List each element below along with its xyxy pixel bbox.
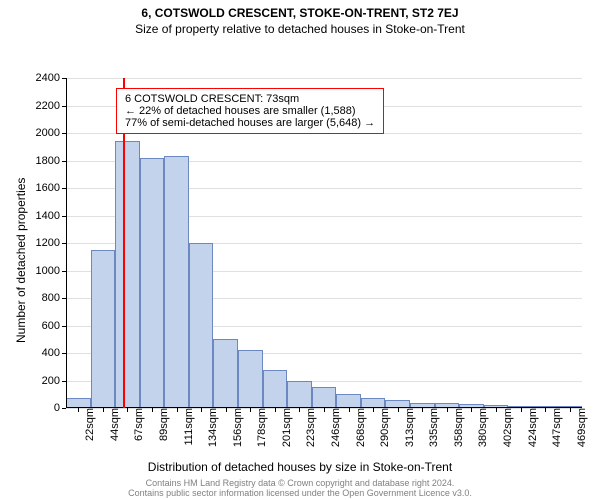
xtick-mark — [152, 408, 153, 412]
annotation-box: 6 COTSWOLD CRESCENT: 73sqm ← 22% of deta… — [116, 88, 384, 134]
xtick-mark — [127, 408, 128, 412]
histogram-bar — [115, 141, 140, 408]
xtick-mark — [349, 408, 350, 412]
footer-line: Contains HM Land Registry data © Crown c… — [0, 478, 600, 488]
xtick-mark — [471, 408, 472, 412]
xtick-mark — [299, 408, 300, 412]
histogram-bar — [164, 156, 189, 408]
xtick-mark — [177, 408, 178, 412]
xtick-label: 111sqm — [181, 408, 195, 446]
histogram-bar — [263, 370, 288, 408]
xtick-mark — [103, 408, 104, 412]
histogram-bar — [189, 243, 214, 408]
histogram-bar — [312, 387, 337, 408]
xtick-mark — [545, 408, 546, 412]
page-subtitle: Size of property relative to detached ho… — [0, 22, 600, 36]
xtick-label: 201sqm — [279, 408, 293, 447]
xtick-label: 44sqm — [107, 408, 121, 441]
xtick-label: 424sqm — [525, 408, 539, 447]
xtick-label: 380sqm — [475, 408, 489, 447]
page-title: 6, COTSWOLD CRESCENT, STOKE-ON-TRENT, ST… — [0, 6, 600, 20]
plot-area: 0200400600800100012001400160018002000220… — [66, 78, 582, 408]
histogram-bar — [336, 394, 361, 408]
xtick-mark — [422, 408, 423, 412]
xtick-label: 358sqm — [451, 408, 465, 447]
xtick-mark — [78, 408, 79, 412]
xtick-mark — [250, 408, 251, 412]
xtick-label: 469sqm — [574, 408, 588, 447]
xtick-mark — [324, 408, 325, 412]
annotation-line: ← 22% of detached houses are smaller (1,… — [125, 105, 375, 117]
xtick-mark — [373, 408, 374, 412]
xtick-mark — [521, 408, 522, 412]
x-axis-label: Distribution of detached houses by size … — [0, 460, 600, 474]
xtick-mark — [226, 408, 227, 412]
annotation-line: 77% of semi-detached houses are larger (… — [125, 117, 375, 129]
xtick-mark — [496, 408, 497, 412]
xtick-mark — [447, 408, 448, 412]
gridline — [66, 78, 582, 79]
xtick-label: 178sqm — [254, 408, 268, 447]
x-axis-line — [66, 407, 582, 408]
xtick-label: 223sqm — [303, 408, 317, 447]
footer-line: Contains public sector information licen… — [0, 488, 600, 498]
chart-container: Number of detached properties 0200400600… — [0, 36, 600, 478]
xtick-mark — [201, 408, 202, 412]
xtick-label: 268sqm — [353, 408, 367, 447]
xtick-label: 156sqm — [230, 408, 244, 447]
y-axis-label: Number of detached properties — [14, 178, 28, 343]
xtick-mark — [398, 408, 399, 412]
xtick-label: 313sqm — [402, 408, 416, 447]
xtick-label: 22sqm — [82, 408, 96, 441]
xtick-label: 134sqm — [205, 408, 219, 447]
histogram-bar — [91, 250, 116, 408]
xtick-mark — [275, 408, 276, 412]
xtick-label: 447sqm — [549, 408, 563, 447]
xtick-label: 67sqm — [131, 408, 145, 441]
xtick-mark — [570, 408, 571, 412]
histogram-bar — [287, 381, 312, 409]
histogram-bar — [140, 158, 165, 408]
xtick-label: 335sqm — [426, 408, 440, 447]
xtick-label: 290sqm — [377, 408, 391, 447]
y-axis-line — [66, 78, 67, 408]
xtick-label: 402sqm — [500, 408, 514, 447]
xtick-label: 246sqm — [328, 408, 342, 447]
annotation-line: 6 COTSWOLD CRESCENT: 73sqm — [125, 93, 375, 105]
histogram-bar — [213, 339, 238, 408]
histogram-bar — [238, 350, 263, 408]
ytick-mark — [62, 408, 66, 409]
xtick-label: 89sqm — [156, 408, 170, 441]
